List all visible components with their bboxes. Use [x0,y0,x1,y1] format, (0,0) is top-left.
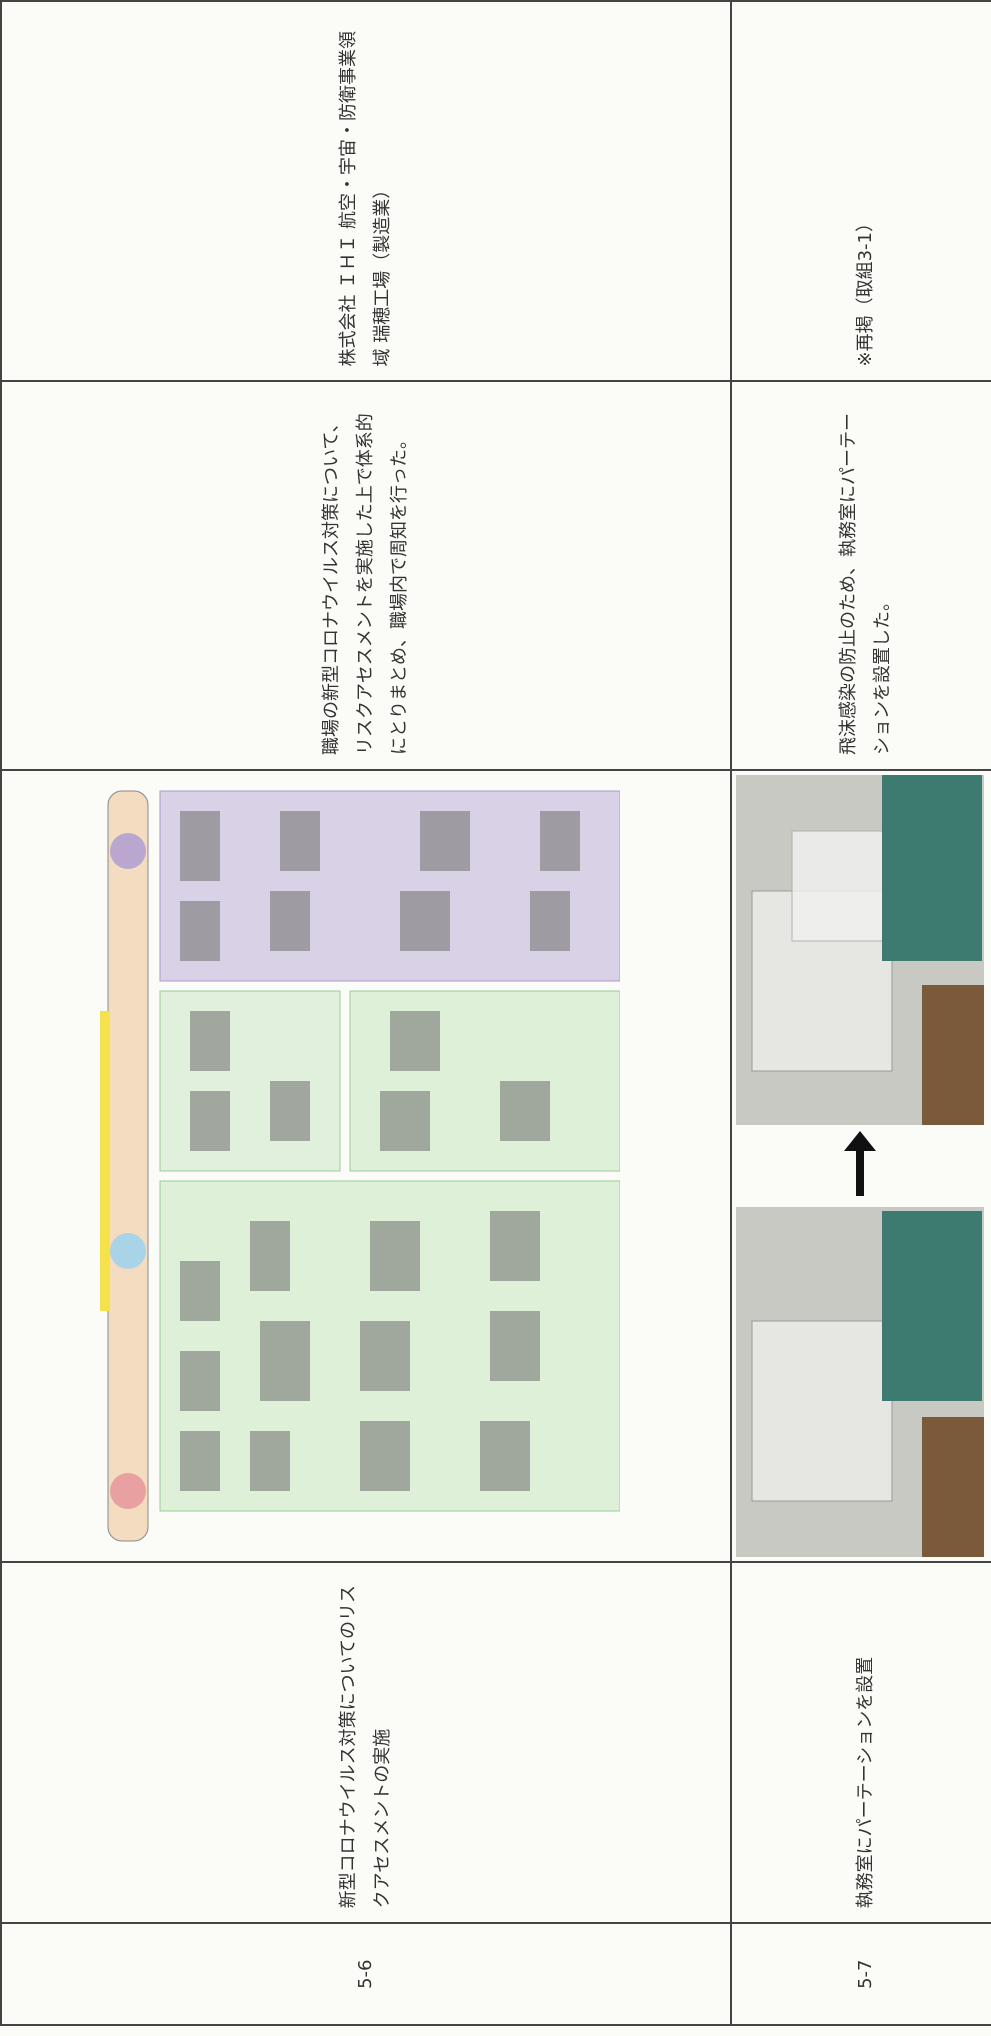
item-title: 執務室にパーテーションを設置 [731,1561,991,1924]
table-row: 5-7 執務室にパーテーションを設置 飛沫感染の防止のため、執務室にパーテーショ… [731,1,991,2025]
photo-cell [731,769,991,1562]
item-description: 飛沫感染の防止のため、執務室にパーテーションを設置した。 [731,381,991,770]
company-name: 株式会社 ＩＨＩ 航空・宇宙・防衛事業領域 瑞穂工場（製造業） [1,1,731,382]
before-after-photos [736,774,984,1557]
poster-cell [1,769,731,1562]
item-note: ※再掲（取組3-1） [731,1,991,382]
table-row: 5-6 新型コロナウイルス対策についてのリスクアセスメントの実施 職場の新型コロ… [1,1,731,2025]
risk-assessment-poster [100,790,621,1542]
item-title: 新型コロナウイルス対策についてのリスクアセスメントの実施 [1,1561,731,1924]
item-description: 職場の新型コロナウイルス対策について、リスクアセスメントを実施した上で体系的にと… [1,381,731,770]
item-number: 5-6 [1,1923,731,2025]
item-number: 5-7 [731,1923,991,2025]
